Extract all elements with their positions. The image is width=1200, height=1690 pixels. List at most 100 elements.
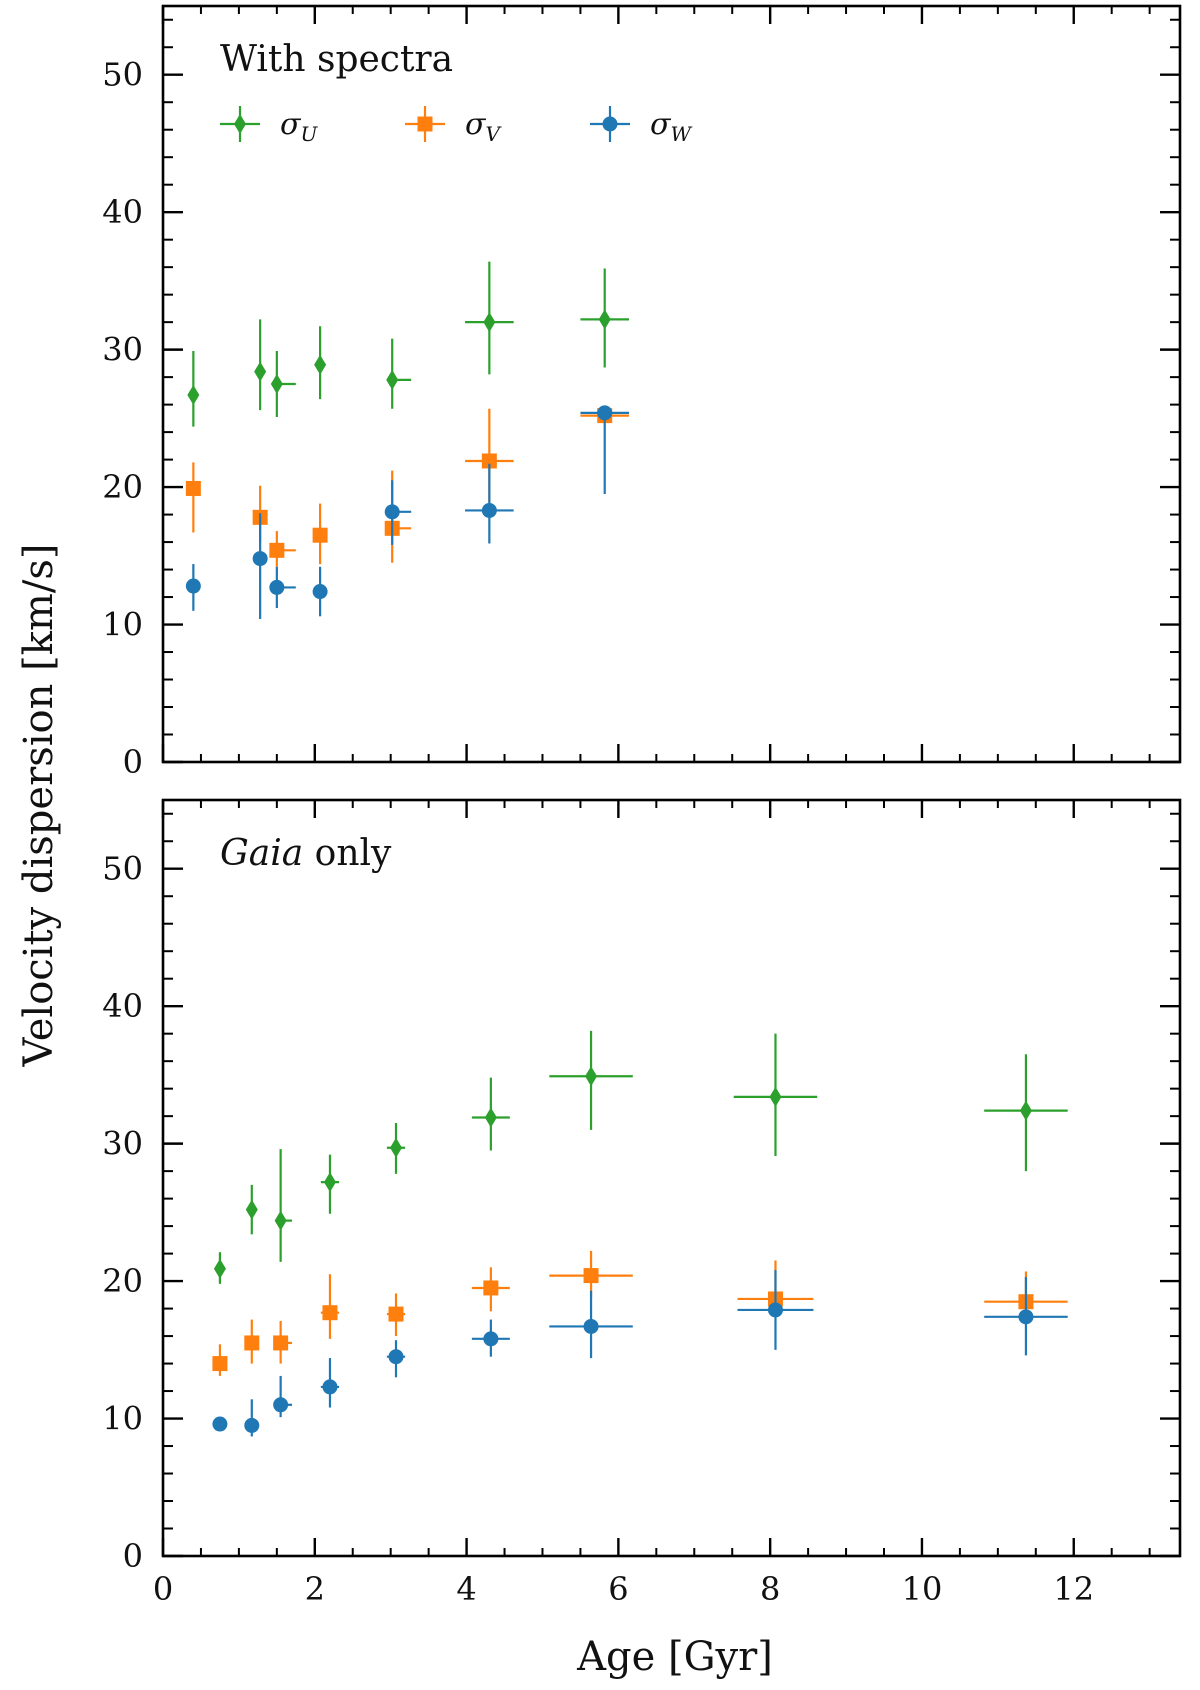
marker-circle — [244, 1417, 260, 1433]
panel-label: Gaia only — [220, 833, 392, 874]
marker-diamond — [769, 1086, 782, 1107]
x-tick-label: 0 — [153, 1570, 173, 1608]
y-tick-label: 0 — [123, 1537, 143, 1575]
legend-symbol: σ — [650, 107, 672, 142]
y-tick-label: 30 — [102, 1125, 143, 1163]
legend-item-W: σW — [590, 106, 692, 146]
marker-square — [273, 1335, 289, 1351]
marker-diamond — [323, 1172, 336, 1193]
marker-circle — [583, 1318, 599, 1334]
series-sigma-U — [187, 261, 629, 427]
data-point-sigma-U — [254, 319, 267, 411]
series-sigma-U — [213, 1030, 1068, 1284]
data-point-sigma-V — [471, 1267, 510, 1312]
legend-symbol: σ — [280, 107, 302, 142]
y-tick-label: 0 — [123, 743, 143, 781]
marker-circle — [212, 1416, 228, 1432]
marker-diamond — [598, 309, 611, 330]
marker-circle — [273, 1397, 289, 1413]
data-point-sigma-U — [549, 1030, 633, 1130]
marker-circle — [269, 579, 285, 595]
marker-diamond — [386, 369, 399, 390]
marker-diamond — [585, 1066, 598, 1087]
data-point-sigma-U — [187, 351, 200, 427]
marker-diamond — [254, 361, 267, 382]
y-tick-label: 20 — [102, 468, 143, 506]
marker-square — [322, 1305, 338, 1321]
x-tick-label: 8 — [760, 1570, 780, 1608]
legend-marker-diamond — [234, 114, 246, 134]
marker-diamond — [187, 384, 200, 405]
data-point-sigma-W — [273, 1375, 293, 1418]
x-tick-label: 2 — [305, 1570, 325, 1608]
data-point-sigma-W — [465, 463, 514, 544]
y-tick-label: 50 — [102, 850, 143, 888]
y-tick-label: 20 — [102, 1262, 143, 1300]
y-tick-label: 40 — [102, 987, 143, 1025]
data-point-sigma-U — [580, 268, 629, 368]
legend-item-V: σV — [405, 106, 502, 146]
plot-frame — [161, 4, 1182, 764]
marker-square — [388, 1306, 404, 1322]
marker-square — [185, 480, 201, 496]
data-point-sigma-W — [320, 1358, 340, 1408]
data-point-sigma-W — [549, 1290, 633, 1359]
marker-circle — [312, 584, 328, 600]
marker-diamond — [213, 1258, 226, 1279]
panel-label-italic: Gaia — [220, 833, 315, 874]
marker-square — [481, 453, 497, 469]
legend-label-W: σW — [650, 107, 692, 146]
data-point-sigma-V — [244, 1319, 260, 1364]
series-sigma-W — [185, 405, 629, 620]
y-axis-title: Velocity dispersion [km/s] — [16, 544, 62, 1068]
x-tick-label: 10 — [902, 1570, 943, 1608]
plot-frame — [161, 798, 1182, 1558]
data-point-sigma-V — [312, 503, 328, 565]
data-point-sigma-W — [185, 564, 201, 611]
marker-square — [583, 1268, 599, 1284]
marker-square — [212, 1356, 228, 1372]
data-point-sigma-U — [213, 1252, 226, 1284]
legend-symbol: σ — [465, 107, 487, 142]
marker-diamond — [245, 1199, 258, 1220]
panel-label-text: With spectra — [220, 39, 453, 80]
legend-subscript: W — [670, 122, 692, 146]
data-point-sigma-U — [733, 1033, 818, 1157]
data-point-sigma-W — [212, 1416, 228, 1432]
data-point-sigma-V — [465, 408, 514, 503]
data-point-sigma-V — [212, 1344, 228, 1376]
marker-diamond — [314, 354, 327, 375]
data-point-sigma-W — [312, 566, 328, 617]
legend-item-U: σU — [220, 106, 318, 146]
data-point-sigma-U — [386, 338, 412, 409]
x-axis-title: Age [Gyr] — [576, 1634, 773, 1680]
marker-circle — [384, 504, 400, 520]
marker-circle — [388, 1349, 404, 1365]
legend-marker-square — [417, 116, 433, 132]
data-point-sigma-W — [252, 513, 268, 620]
data-point-sigma-U — [274, 1149, 293, 1262]
data-point-sigma-U — [270, 351, 296, 417]
series-sigma-W — [212, 1270, 1068, 1437]
marker-square — [483, 1280, 499, 1296]
data-point-sigma-W — [984, 1276, 1068, 1356]
legend-subscript: V — [485, 122, 502, 146]
marker-circle — [481, 502, 497, 518]
legend-label-U: σU — [280, 107, 318, 146]
y-tick-label: 30 — [102, 331, 143, 369]
data-point-sigma-U — [984, 1054, 1068, 1172]
x-tick-label: 6 — [608, 1570, 628, 1608]
data-point-sigma-U — [320, 1154, 340, 1214]
data-point-sigma-V — [549, 1250, 633, 1298]
marker-diamond — [389, 1137, 402, 1158]
data-point-sigma-W — [244, 1399, 260, 1437]
data-point-sigma-V — [273, 1320, 293, 1364]
marker-circle — [767, 1302, 783, 1318]
marker-circle — [252, 551, 268, 567]
data-point-sigma-U — [314, 326, 327, 400]
data-point-sigma-V — [269, 531, 296, 567]
legend-marker-circle — [602, 116, 618, 132]
